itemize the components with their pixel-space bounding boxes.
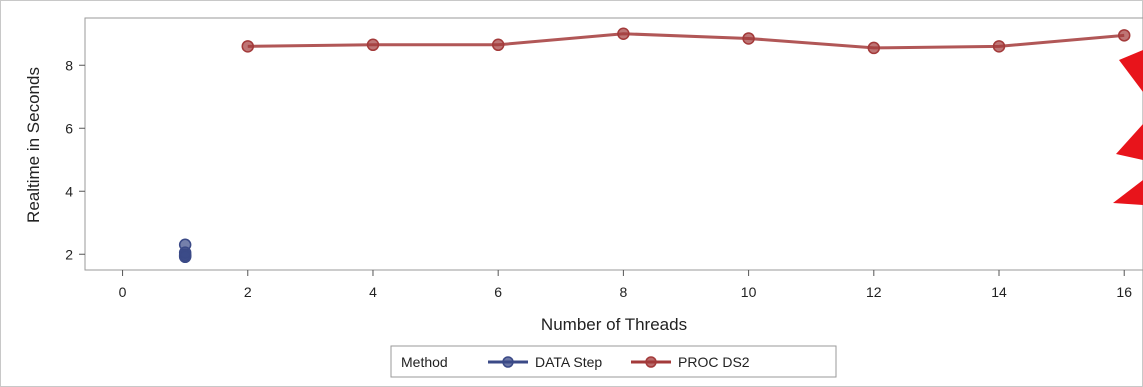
data-point <box>742 32 755 45</box>
series-proc-ds2 <box>241 27 1131 55</box>
series-line <box>247 32 1125 50</box>
y-tick-label: 2 <box>65 246 73 262</box>
legend-swatch-marker <box>645 356 657 368</box>
data-point <box>1117 29 1131 42</box>
data-point <box>617 27 630 40</box>
x-tick-label: 0 <box>119 284 127 300</box>
data-point <box>992 40 1006 53</box>
x-tick-label: 10 <box>741 284 757 300</box>
x-tick-label: 8 <box>619 284 627 300</box>
x-tick-label: 6 <box>494 284 502 300</box>
x-tick-label: 16 <box>1116 284 1132 300</box>
x-tick-label: 14 <box>991 284 1007 300</box>
x-axis-title: Number of Threads <box>541 315 687 334</box>
red-arrow <box>1116 124 1143 160</box>
x-tick-label: 2 <box>244 284 252 300</box>
data-point <box>178 249 192 263</box>
y-tick-label: 6 <box>65 120 73 136</box>
data-point <box>366 38 380 52</box>
series-layer <box>178 27 1131 264</box>
series-data-step <box>178 238 192 264</box>
red-arrow <box>1119 50 1143 92</box>
x-tick-label: 12 <box>866 284 882 300</box>
data-point <box>241 40 255 53</box>
legend-box <box>390 345 837 378</box>
legend: Method DATA Step PROC DS2 <box>390 345 837 378</box>
data-point <box>867 41 881 55</box>
y-tick-label: 8 <box>65 57 73 73</box>
y-axis-title: Realtime in Seconds <box>24 67 43 223</box>
legend-swatch-marker <box>502 356 514 368</box>
x-tick-label: 4 <box>369 284 377 300</box>
x-axis-ticks: 0 2 4 6 8 10 12 14 16 <box>119 270 1132 300</box>
legend-entry-label: PROC DS2 <box>678 354 750 370</box>
plot-area <box>84 17 1143 271</box>
data-point <box>491 38 505 52</box>
legend-entry-label: DATA Step <box>535 354 602 370</box>
red-arrow-decorations <box>1113 50 1143 205</box>
red-arrow <box>1113 180 1143 205</box>
legend-title: Method <box>401 354 448 370</box>
y-tick-label: 4 <box>65 183 73 199</box>
y-axis-ticks: 2 4 6 8 <box>65 57 85 262</box>
